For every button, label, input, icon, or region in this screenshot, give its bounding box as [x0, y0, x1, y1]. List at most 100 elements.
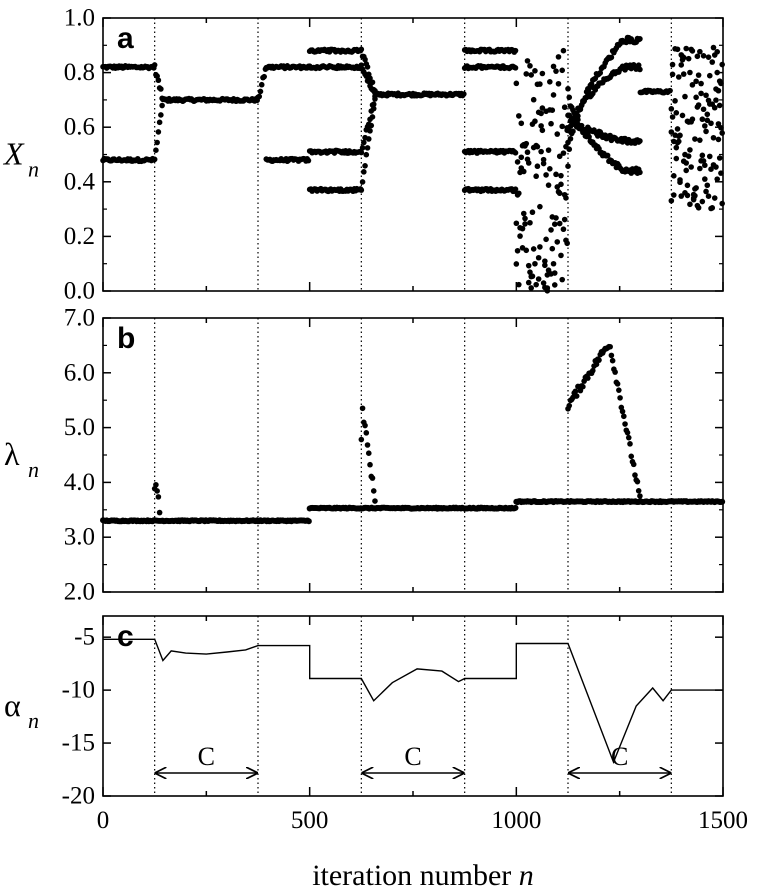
data-point [527, 219, 533, 226]
data-point [533, 173, 539, 180]
data-point [698, 80, 704, 87]
data-point [551, 270, 558, 276]
data-point [524, 149, 531, 156]
data-point [525, 160, 532, 166]
data-point [560, 226, 567, 233]
data-point [713, 97, 719, 103]
y-tick-label: 6.0 [64, 359, 95, 386]
data-point [680, 54, 687, 61]
data-point [556, 190, 563, 197]
data-point [617, 395, 623, 401]
data-point [609, 357, 616, 364]
data-point [694, 53, 701, 60]
data-point [719, 61, 725, 68]
data-point [687, 201, 693, 208]
data-point [683, 160, 690, 166]
data-point [367, 461, 373, 468]
data-point [706, 153, 713, 160]
data-point [699, 198, 706, 205]
data-point [537, 203, 543, 210]
data-point [535, 276, 542, 282]
data-point [689, 82, 696, 88]
y-axis-label: α [4, 687, 21, 723]
panel-c: -5 -10 -15 -20 C C Cc α n [4, 615, 724, 810]
y-tick-label: 0.0 [64, 278, 95, 305]
data-point [530, 246, 537, 252]
data-point [714, 69, 721, 76]
x-axis-label-text: iteration number [312, 859, 519, 892]
data-point [533, 281, 539, 288]
data-point [561, 216, 568, 223]
data-point [572, 388, 579, 395]
data-point [614, 381, 621, 387]
data-point [158, 86, 164, 92]
data-point [529, 209, 536, 216]
data-point [680, 71, 687, 77]
data-point [567, 135, 574, 142]
data-point [518, 120, 525, 127]
data-point [612, 369, 618, 375]
data-point [156, 119, 163, 126]
data-point [682, 93, 688, 100]
x-axis-label: iteration number n [312, 859, 534, 892]
data-point [529, 273, 536, 280]
data-point [553, 215, 559, 221]
data-point [715, 87, 722, 94]
data-point [669, 114, 676, 120]
y-tick-label: 0.4 [64, 168, 96, 195]
data-point [365, 136, 372, 142]
data-point [693, 94, 699, 101]
data-point [370, 101, 377, 108]
data-point [151, 62, 158, 68]
panel-letter: c [117, 620, 134, 653]
data-point [622, 421, 628, 427]
data-point [616, 387, 622, 393]
data-point [619, 408, 626, 415]
data-point [532, 67, 538, 74]
data-point [548, 227, 554, 233]
data-point [560, 47, 567, 54]
data-point [361, 139, 367, 146]
data-point [523, 247, 530, 254]
data-point [261, 73, 268, 80]
data-point [520, 168, 527, 175]
y-axis-label: λ [4, 436, 20, 472]
data-point [625, 434, 632, 441]
data-point [512, 504, 519, 511]
data-point [513, 261, 520, 267]
data-point [512, 150, 519, 156]
data-point [516, 190, 522, 197]
data-point [522, 215, 528, 222]
data-point [256, 93, 263, 100]
data-point [679, 112, 686, 119]
y-tick-label: 3.0 [64, 524, 95, 551]
data-point [542, 258, 548, 264]
data-point [539, 127, 546, 134]
data-point [716, 155, 723, 161]
data-point [153, 481, 159, 488]
data-point [596, 357, 602, 363]
data-point [688, 164, 694, 170]
data-point [535, 254, 542, 261]
data-point [524, 58, 531, 64]
data-point [671, 192, 677, 198]
data-point [673, 155, 680, 162]
data-point [675, 74, 682, 80]
data-point [154, 139, 160, 146]
data-point [683, 167, 690, 174]
panel-frame [102, 17, 724, 292]
data-point [527, 63, 533, 69]
data-point [637, 36, 643, 42]
data-point [553, 68, 559, 74]
c-label: C [404, 742, 421, 771]
data-point [539, 70, 546, 77]
data-point [363, 430, 370, 436]
data-point [678, 62, 685, 68]
data-point [719, 130, 725, 136]
data-point [716, 102, 723, 109]
y-tick-label: -10 [62, 677, 95, 704]
data-point [358, 187, 365, 193]
data-point [637, 66, 643, 73]
data-point [513, 80, 520, 87]
data-point [628, 453, 635, 460]
